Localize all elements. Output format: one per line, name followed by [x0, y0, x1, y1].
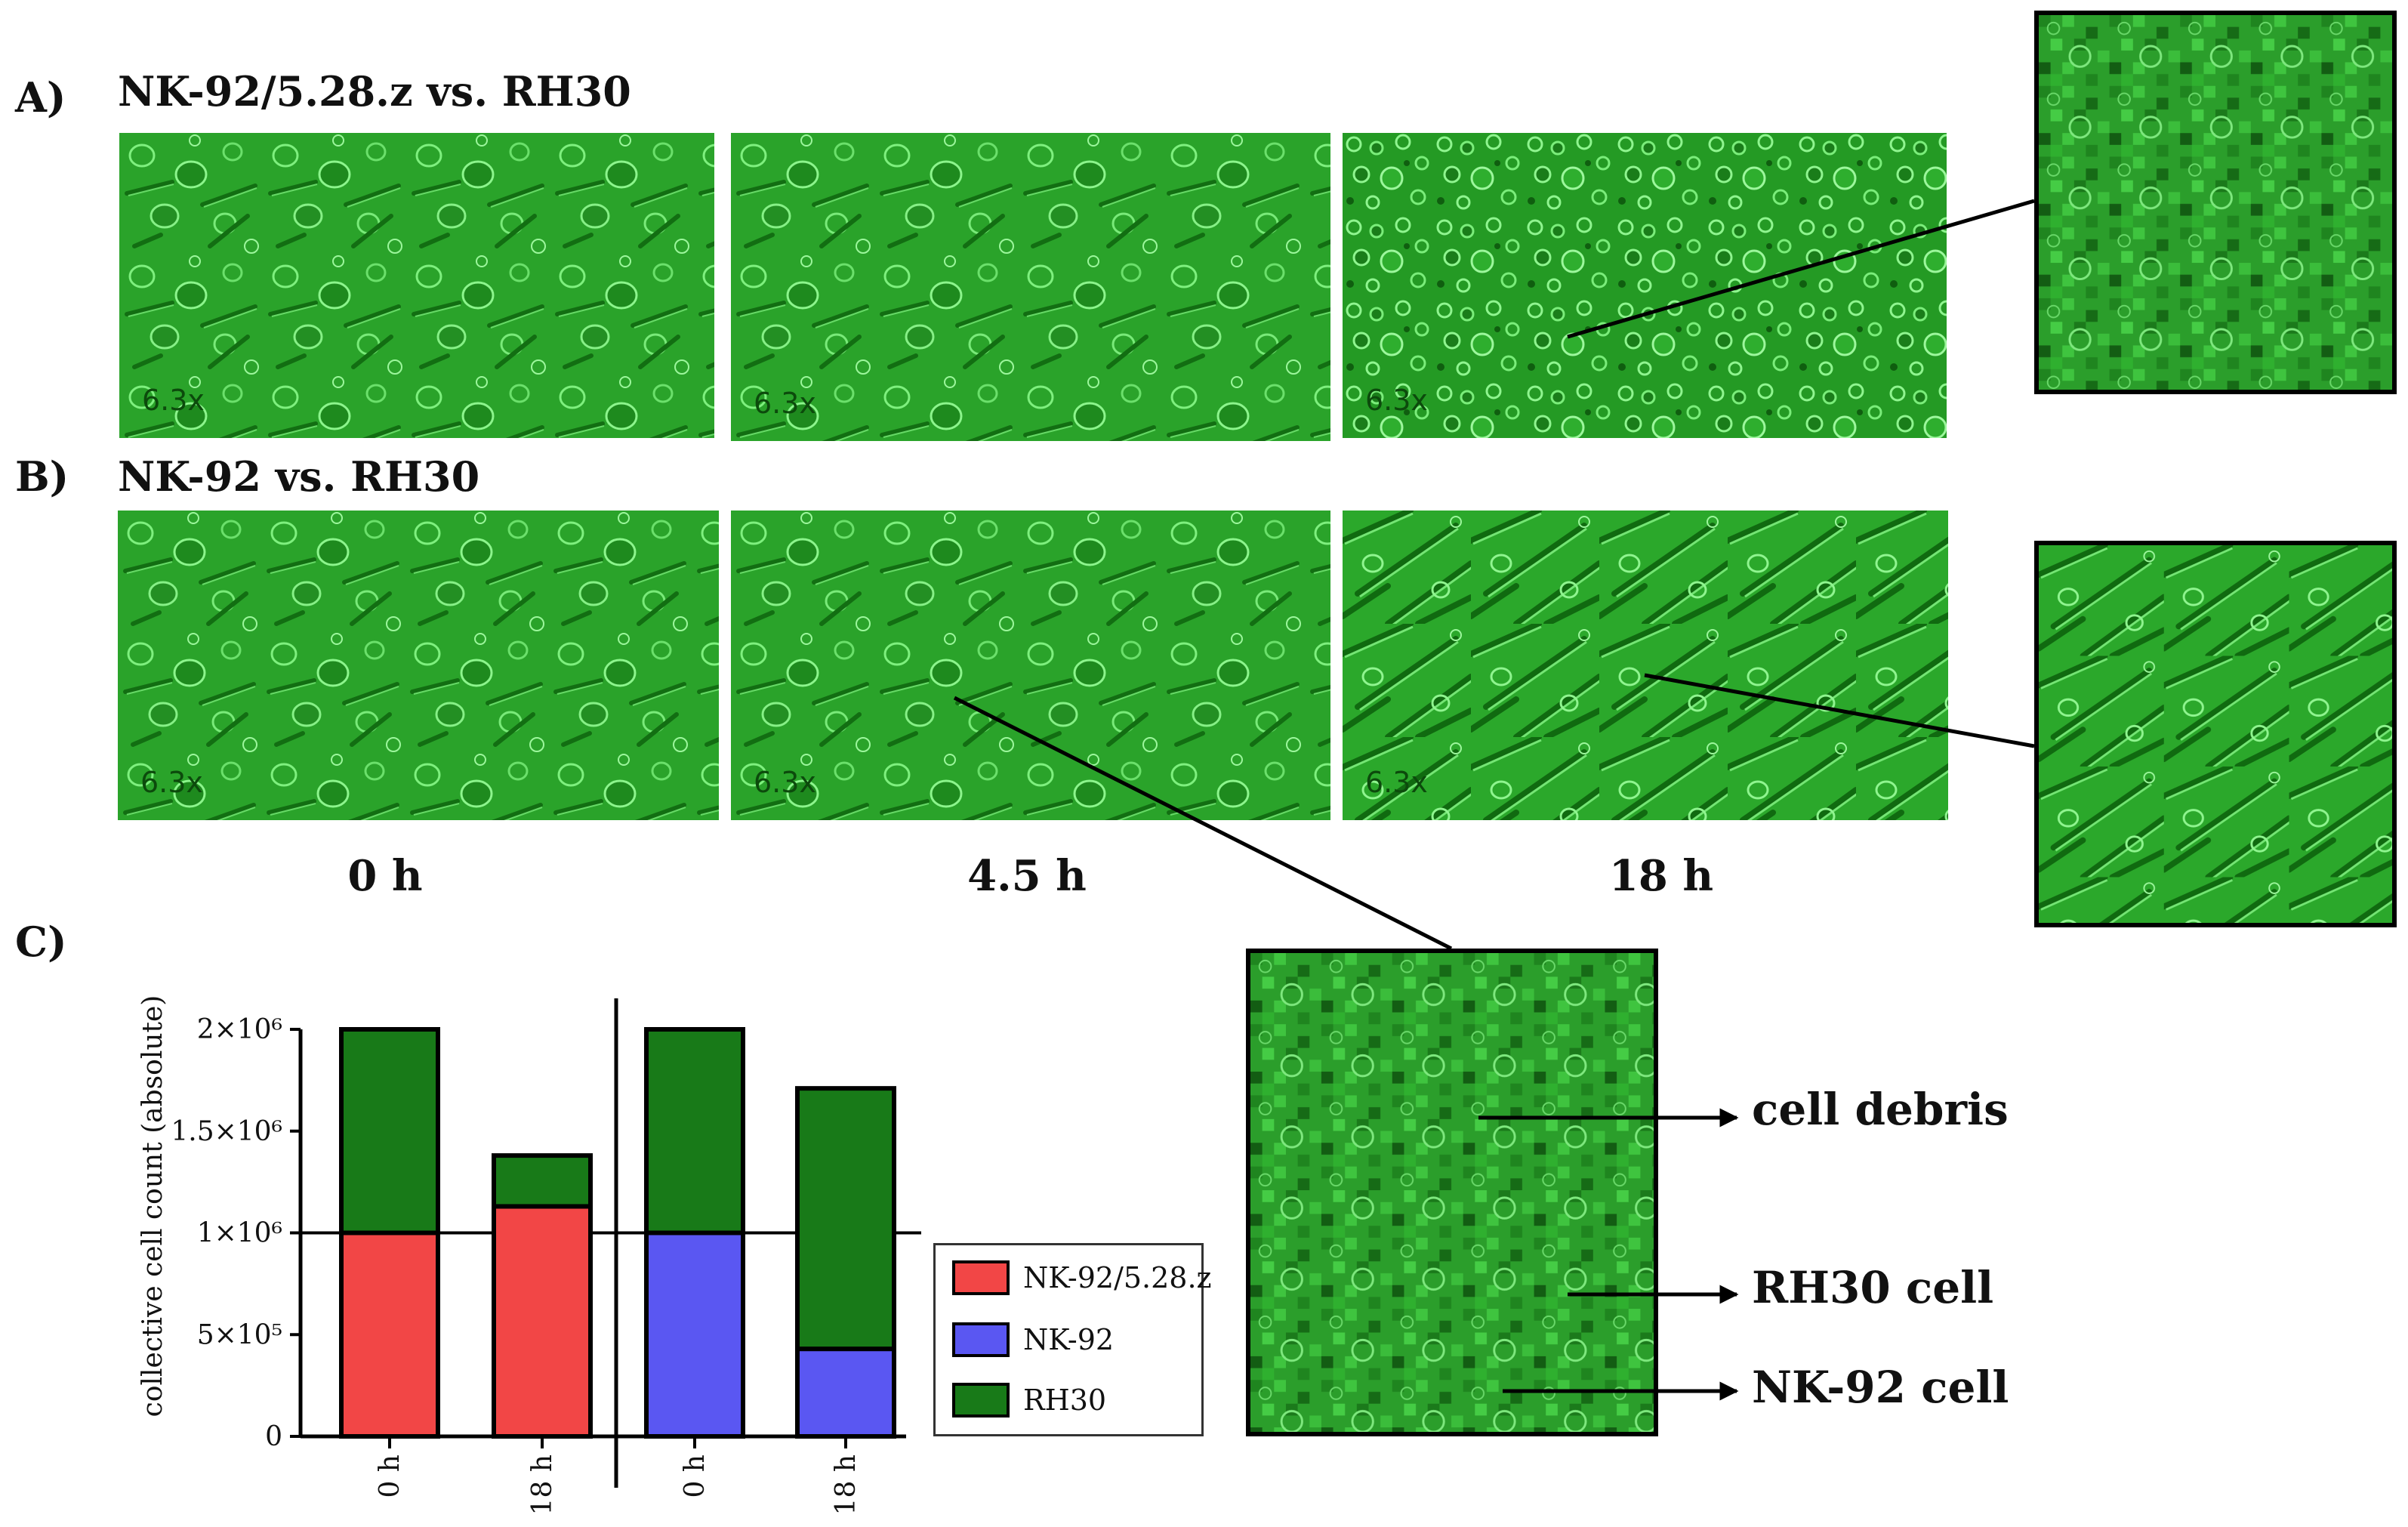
annotation-cell-debris: cell debris	[1752, 1084, 2009, 1135]
micrograph-a-0h: 6.3x	[119, 133, 714, 438]
cell-image	[1250, 953, 1654, 1432]
bar-segment-rh30	[339, 1027, 440, 1235]
y-tick-label: 2×10⁶	[197, 1014, 282, 1045]
bar-segment-nk92-5-28-z	[339, 1230, 440, 1439]
panel-b-title: NK-92 vs. RH30	[118, 452, 480, 501]
panel-a-title: NK-92/5.28.z vs. RH30	[118, 67, 631, 116]
x-tick-label: 0 h	[680, 1455, 711, 1498]
legend-swatch	[952, 1383, 1010, 1417]
legend-label: RH30	[1023, 1384, 1107, 1417]
zoom-inset-b-4-5h	[1246, 949, 1658, 1436]
micrograph-a-4-5h: 6.3x	[731, 133, 1330, 441]
cell-image	[2039, 15, 2392, 390]
x-tick-label: 18 h	[527, 1455, 558, 1515]
y-tick-label: 0	[265, 1421, 282, 1452]
panel-b-label: B)	[15, 452, 69, 501]
y-axis-label: collective cell count (absolute)	[137, 995, 168, 1417]
cell-image	[731, 133, 1330, 441]
magnification-label: 6.3x	[754, 387, 816, 420]
magnification-label: 6.3x	[140, 766, 203, 799]
micrograph-b-0h: 6.3x	[118, 511, 719, 820]
legend-swatch	[952, 1322, 1010, 1357]
bar-segment-nk92	[795, 1347, 896, 1439]
y-tick-label: 1×10⁶	[197, 1218, 282, 1249]
timepoint-18h: 18 h	[1608, 851, 1714, 901]
cell-image	[2039, 545, 2392, 923]
bar-segment-rh30	[492, 1153, 593, 1209]
legend-swatch	[952, 1260, 1010, 1295]
magnification-label: 6.3x	[142, 384, 205, 417]
bar-segment-nk92-5-28-z	[492, 1204, 593, 1439]
legend-item-nk92-5-28-z: NK-92/5.28.z	[952, 1260, 1212, 1295]
chart-legend: NK-92/5.28.z NK-92 RH30	[933, 1243, 1212, 1436]
legend-label: NK-92/5.28.z	[1023, 1261, 1212, 1294]
panel-a-label: A)	[15, 73, 66, 122]
cell-image	[119, 133, 714, 438]
y-tick-label: 5×10⁵	[197, 1319, 282, 1350]
legend-label: NK-92	[1023, 1323, 1115, 1356]
zoom-inset-a-18h	[2034, 11, 2397, 394]
y-tick-label: 1.5×10⁶	[171, 1116, 282, 1147]
annotation-rh30-cell: RH30 cell	[1752, 1262, 1994, 1313]
magnification-label: 6.3x	[1365, 384, 1428, 417]
bar-segment-rh30	[795, 1086, 896, 1352]
timepoint-0h: 0 h	[347, 851, 423, 901]
cell-image	[118, 511, 719, 820]
zoom-inset-b-18h	[2034, 541, 2397, 927]
x-tick-label: 0 h	[375, 1455, 405, 1498]
legend-item-rh30: RH30	[952, 1383, 1106, 1417]
panel-c-label: C)	[15, 918, 67, 966]
magnification-label: 6.3x	[754, 766, 816, 799]
x-tick-label: 18 h	[831, 1455, 862, 1515]
bar-segment-rh30	[644, 1027, 745, 1235]
legend-item-nk92: NK-92	[952, 1322, 1114, 1357]
annotation-nk92-cell: NK-92 cell	[1752, 1362, 2009, 1413]
bar-segment-nk92	[644, 1230, 745, 1439]
